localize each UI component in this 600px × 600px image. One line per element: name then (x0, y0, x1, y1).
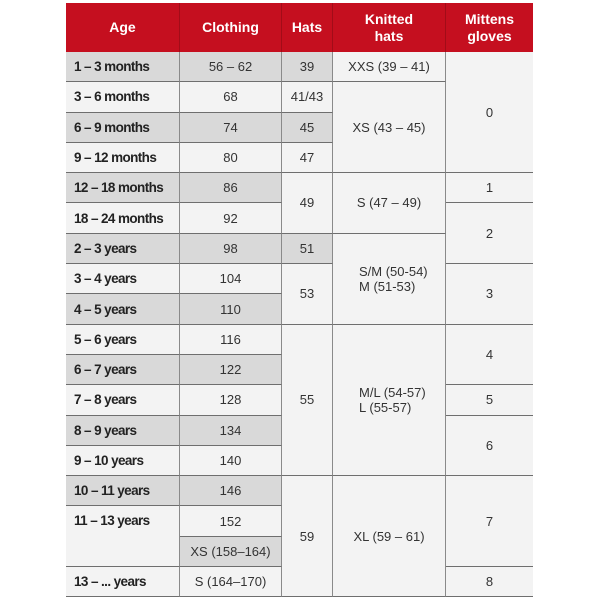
clothing-cell: 92 (180, 203, 282, 234)
clothing-cell: 116 (180, 324, 282, 355)
mittens-cell: 8 (446, 567, 533, 598)
clothing-cell: 104 (180, 264, 282, 295)
clothing-cell: XS (158–164) (180, 536, 282, 568)
age-cell: 3 – 4 years (66, 264, 180, 295)
knitted-hats-cell: XL (59 – 61) (333, 476, 446, 598)
knitted-hats-cell: XS (43 – 45) (333, 82, 446, 174)
mittens-cell: 3 (446, 264, 533, 325)
clothing-cell: 68 (180, 82, 282, 113)
hats-cell: 47 (282, 142, 333, 174)
clothing-cell: 98 (180, 233, 282, 265)
knitted-hats-cell: M/L (54-57) L (55-57) (333, 324, 446, 477)
hats-cell: 49 (282, 173, 333, 234)
age-cell: 4 – 5 years (66, 294, 180, 325)
header-knitted-hats: Knitted hats (333, 3, 446, 52)
age-cell: 10 – 11 years (66, 476, 180, 507)
clothing-cell: 128 (180, 385, 282, 416)
age-cell: 3 – 6 months (66, 82, 180, 113)
mittens-cell: 7 (446, 476, 533, 568)
age-cell: 18 – 24 months (66, 203, 180, 234)
mittens-cell: 0 (446, 52, 533, 174)
size-chart-table: Age Clothing Hats Knitted hats Mittens g… (66, 3, 533, 598)
age-cell: 13 – ... years (66, 567, 180, 598)
age-cell: 12 – 18 months (66, 173, 180, 204)
header-age: Age (66, 3, 180, 52)
knitted-hats-cell: S (47 – 49) (333, 173, 446, 234)
header-clothing: Clothing (180, 3, 282, 52)
mittens-cell: 1 (446, 173, 533, 204)
mittens-cell: 4 (446, 324, 533, 386)
age-cell: 9 – 12 months (66, 142, 180, 174)
header-hats: Hats (282, 3, 333, 52)
clothing-cell: 86 (180, 173, 282, 204)
clothing-cell: 134 (180, 415, 282, 446)
clothing-cell: 122 (180, 354, 282, 386)
age-cell: 9 – 10 years (66, 445, 180, 477)
clothing-cell: 146 (180, 476, 282, 507)
hats-cell: 59 (282, 476, 333, 598)
age-cell: 6 – 9 months (66, 112, 180, 143)
hats-cell: 39 (282, 52, 333, 83)
clothing-cell: 56 – 62 (180, 52, 282, 83)
age-cell: 6 – 7 years (66, 354, 180, 386)
clothing-cell: 74 (180, 112, 282, 143)
knitted-hats-cell: S/M (50-54) M (51-53) (333, 233, 446, 325)
hats-cell: 53 (282, 264, 333, 325)
header-mittens-gloves: Mittens gloves (446, 3, 533, 52)
hats-cell: 41/43 (282, 82, 333, 113)
age-cell: 5 – 6 years (66, 324, 180, 355)
clothing-cell: S (164–170) (180, 567, 282, 598)
age-cell: 11 – 13 years (66, 506, 180, 568)
age-cell: 1 – 3 months (66, 52, 180, 83)
age-cell: 7 – 8 years (66, 385, 180, 416)
age-cell: 2 – 3 years (66, 233, 180, 265)
hats-cell: 55 (282, 324, 333, 477)
mittens-cell: 2 (446, 203, 533, 265)
hats-cell: 45 (282, 112, 333, 143)
clothing-cell: 152 (180, 506, 282, 537)
mittens-cell: 5 (446, 385, 533, 416)
age-cell: 8 – 9 years (66, 415, 180, 446)
clothing-cell: 80 (180, 142, 282, 174)
mittens-cell: 6 (446, 415, 533, 477)
knitted-hats-cell: XXS (39 – 41) (333, 52, 446, 83)
hats-cell: 51 (282, 233, 333, 265)
clothing-cell: 110 (180, 294, 282, 325)
clothing-cell: 140 (180, 445, 282, 477)
